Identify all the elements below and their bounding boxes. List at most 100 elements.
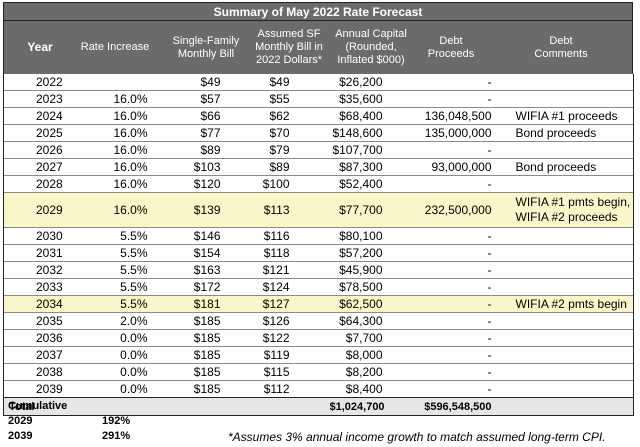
table-row: 2031 5.5% $154 $118 $57,200- xyxy=(3,244,634,262)
header-debt-comments: Debt Comments xyxy=(534,34,588,60)
cell-year: 2033 xyxy=(3,278,76,296)
cell-comments: WIFIA #2 pmts begin xyxy=(507,295,634,313)
cell-asf: $70 xyxy=(247,124,330,142)
cell-debt: 232,500,000 xyxy=(411,192,508,228)
cell-comments: WIFIA #1 pmts begin, WIFIA #2 proceeds xyxy=(507,192,634,228)
cell-rate: 0.0% xyxy=(75,346,160,364)
cell-sf: $172 xyxy=(159,278,248,296)
cell-cap: $62,500 xyxy=(329,295,412,313)
cell-comments xyxy=(507,90,634,108)
cell-year: 2022 xyxy=(3,74,76,91)
table-row: 2025 16.0% $77 $70 $148,600 135,000,000 Bond p… xyxy=(3,124,634,142)
table-row: 2027 16.0% $103 $89 $87,300 93,000,000 Bond pr… xyxy=(3,158,634,176)
table-row: 2029 16.0% $139 $113 $77,700 232,500,000 WIFIA… xyxy=(3,192,634,228)
cell-asf: $49 xyxy=(269,75,290,89)
cell-asf: $119 xyxy=(247,346,330,364)
cell-debt: 93,000,000 xyxy=(411,158,508,176)
cell-asf: $115 xyxy=(247,363,330,381)
cell-asf: $55 xyxy=(247,90,330,108)
cell-year: 2028 xyxy=(3,175,76,193)
cell-debt: - xyxy=(411,244,508,262)
cell-cap: $45,900 xyxy=(329,261,412,279)
cell-cap: $148,600 xyxy=(329,124,412,142)
header-annual-capital: Annual Capital (Rounded, Inflated $000) xyxy=(335,28,407,66)
cell-comments: Bond proceeds xyxy=(507,158,634,176)
cell-sf: $120 xyxy=(159,175,248,193)
cell-rate: 16.0% xyxy=(75,141,160,159)
cell-rate: 16.0% xyxy=(75,124,160,142)
cell-debt: - xyxy=(411,261,508,279)
table-title: Summary of May 2022 Rate Forecast xyxy=(3,2,633,21)
cumulative-value-2039: 291% xyxy=(102,430,131,442)
table-row: 2033 5.5% $172 $124 $78,500- xyxy=(3,278,634,296)
column-headers: Year Rate Increase Single-Family Monthly… xyxy=(3,21,633,74)
cell-rate: 5.5% xyxy=(75,227,160,245)
cell-cap: $8,200 xyxy=(329,363,412,381)
cell-rate: 5.5% xyxy=(75,278,160,296)
cell-year: 2035 xyxy=(3,312,76,330)
cell-cap: $57,200 xyxy=(329,244,412,262)
cell-cap: $87,300 xyxy=(329,158,412,176)
cell-rate: 16.0% xyxy=(75,175,160,193)
cell-rate: 0.0% xyxy=(75,329,160,347)
cell-year: 2031 xyxy=(3,244,76,262)
cumulative-year-2039: 2039 xyxy=(8,430,33,442)
cell-debt: - xyxy=(411,90,508,108)
cell-debt: - xyxy=(411,175,508,193)
cell-year: 2026 xyxy=(3,141,76,159)
cell-cap: $77,700 xyxy=(329,192,412,228)
cell-asf: $89 xyxy=(247,158,330,176)
header-rate-increase: Rate Increase xyxy=(80,41,150,53)
table-row: 2038 0.0% $185 $115 $8,200- xyxy=(3,363,634,381)
cell-sf: $57 xyxy=(159,90,248,108)
cell-cap: $80,100 xyxy=(329,227,412,245)
cell-asf: $126 xyxy=(247,312,330,330)
cell-comments xyxy=(507,261,634,279)
cell-debt: 135,000,000 xyxy=(411,124,508,142)
cell-debt: - xyxy=(411,278,508,296)
cell-year: 2024 xyxy=(3,107,76,125)
cell-asf: $100 xyxy=(247,175,330,193)
cell-cap: $68,400 xyxy=(329,107,412,125)
cell-comments xyxy=(507,278,634,296)
cell-sf: $139 xyxy=(159,192,248,228)
cell-rate: 16.0% xyxy=(75,192,160,228)
table-row: 2023 16.0% $57 $55 $35,600- xyxy=(3,90,634,108)
table-row: 2037 0.0% $185 $119 $8,000- xyxy=(3,346,634,364)
cell-rate: 5.5% xyxy=(75,295,160,313)
cell-rate: 2.0% xyxy=(75,312,160,330)
cell-comments xyxy=(507,74,634,91)
cell-debt: - xyxy=(411,363,508,381)
cell-asf: $124 xyxy=(247,278,330,296)
total-label: Total xyxy=(3,397,76,416)
cumulative-value-2029: 192% xyxy=(102,415,131,427)
cell-asf: $121 xyxy=(247,261,330,279)
cell-year: 2039 xyxy=(3,380,76,398)
cumulative-label: Cumulative xyxy=(8,400,68,412)
cumulative-year-2029: 2029 xyxy=(8,415,33,427)
header-assumed-sf-bill: Assumed SF Monthly Bill in 2022 Dollars* xyxy=(255,28,323,66)
cell-sf: $49 xyxy=(200,75,221,89)
cell-year: 2030 xyxy=(3,227,76,245)
forecast-grid: 2022 $49 $49 $26,200-2023 16.0% $57 $55 $35,600… xyxy=(3,74,634,416)
header-debt-proceeds: Debt Proceeds xyxy=(427,34,475,60)
cell-year: 2023 xyxy=(3,90,76,108)
table-row: 2030 5.5% $146 $116 $80,100- xyxy=(3,227,634,245)
cell-cap: $64,300 xyxy=(329,312,412,330)
cell-asf: $113 xyxy=(247,192,330,228)
cell-cap: $26,200 xyxy=(339,75,383,89)
cell-rate: 5.5% xyxy=(75,261,160,279)
cell-comments xyxy=(507,380,634,398)
cell-sf: $185 xyxy=(159,380,248,398)
table-row: 2026 16.0% $89 $79 $107,700- xyxy=(3,141,634,159)
cell-rate: 16.0% xyxy=(75,158,160,176)
cell-debt: - xyxy=(411,346,508,364)
cell-asf: $79 xyxy=(247,141,330,159)
cell-debt: - xyxy=(411,295,508,313)
total-capital: $1,024,700 xyxy=(329,397,412,416)
cell-sf: $181 xyxy=(159,295,248,313)
cell-year: 2036 xyxy=(3,329,76,347)
table-row: 2034 5.5% $181 $127 $62,500- WIFIA #2 pmts be… xyxy=(3,295,634,313)
cell-rate xyxy=(76,74,160,91)
